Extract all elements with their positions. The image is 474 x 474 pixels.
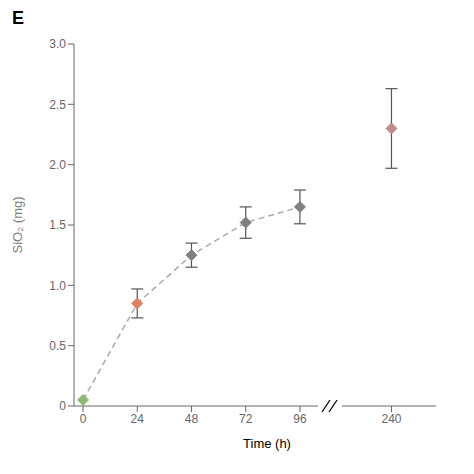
svg-text:1.5: 1.5 — [49, 218, 66, 232]
svg-text:72: 72 — [239, 412, 253, 426]
svg-text:1.0: 1.0 — [49, 279, 66, 293]
svg-text:0: 0 — [80, 412, 87, 426]
html-text:Time (h): Time (h) — [243, 436, 291, 451]
svg-text:96: 96 — [293, 412, 307, 426]
html-text:E: E — [12, 8, 24, 28]
svg-text:240: 240 — [381, 412, 401, 426]
svg-text:0: 0 — [59, 399, 66, 413]
svg-text:SiO₂ (mg): SiO₂ (mg) — [10, 196, 25, 253]
svg-text:2.0: 2.0 — [49, 158, 66, 172]
svg-text:24: 24 — [131, 412, 145, 426]
svg-text:0.5: 0.5 — [49, 339, 66, 353]
svg-text:48: 48 — [185, 412, 199, 426]
svg-text:2.5: 2.5 — [49, 98, 66, 112]
svg-text:3.0: 3.0 — [49, 37, 66, 51]
